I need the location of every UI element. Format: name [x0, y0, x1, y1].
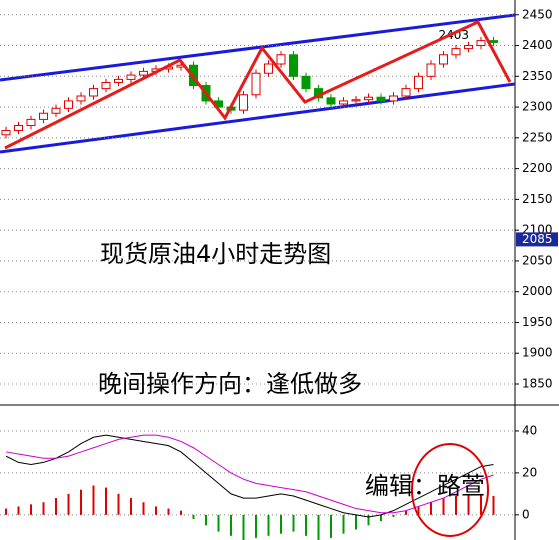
candle-body	[476, 40, 486, 47]
candle-body	[414, 75, 423, 90]
y-tick-label: 2450	[522, 7, 553, 21]
candle-body	[264, 63, 273, 74]
candle-body	[439, 54, 448, 65]
channel-lower	[0, 82, 516, 154]
candle-body	[301, 75, 311, 90]
y-tick-label: 0	[522, 507, 530, 521]
candle-body	[101, 81, 111, 90]
candle-body	[64, 100, 73, 109]
trend-arrows	[4, 20, 512, 150]
candle-body	[251, 72, 261, 96]
candle-body	[51, 107, 61, 114]
candle-body	[351, 99, 361, 102]
candle-body	[1, 129, 11, 136]
candle-body	[364, 96, 373, 101]
y-tick-label: 20	[522, 465, 537, 479]
y-tick-label: 2400	[522, 38, 553, 52]
y-tick-label: 2200	[522, 161, 553, 175]
candle-body	[326, 97, 336, 105]
annotation: 2403	[439, 28, 470, 42]
channel-upper	[0, 13, 516, 82]
highlight-circle	[411, 443, 489, 537]
candle-body	[389, 95, 398, 102]
y-tick-label: 1850	[522, 377, 553, 391]
candle-body	[126, 74, 136, 80]
candle-body	[139, 70, 148, 76]
y-tick-label: 1950	[522, 315, 553, 329]
candle-body	[339, 100, 348, 105]
candle-body	[239, 94, 248, 111]
y-tick-label: 2300	[522, 100, 553, 114]
y-tick-label: 1900	[522, 346, 553, 360]
price-label: 2085	[522, 232, 553, 246]
candle-body	[89, 88, 98, 97]
candle-body	[114, 78, 123, 83]
price-marker	[516, 232, 558, 247]
macd-line	[5, 434, 494, 514]
subtitle: 晚间操作方向：逢低做多	[98, 370, 362, 398]
y-tick-label: 2050	[522, 253, 553, 267]
candle-body	[289, 54, 298, 77]
y-tick-label: 2350	[522, 69, 553, 83]
candle-body	[276, 54, 286, 65]
author: 编辑：路萱	[365, 472, 485, 500]
candle-body	[464, 45, 473, 50]
candle-body	[26, 118, 36, 127]
y-tick-label: 2250	[522, 130, 553, 144]
candle-body	[426, 63, 436, 77]
candle-body	[489, 40, 498, 43]
candle-body	[451, 48, 461, 56]
chart-title: 现货原油4小时走势图	[100, 240, 331, 268]
candle-body	[39, 112, 48, 120]
candle-body	[376, 96, 386, 102]
candle-body	[401, 88, 411, 97]
y-tick-label: 40	[522, 423, 537, 437]
y-tick-label: 2150	[522, 192, 553, 206]
candle-body	[76, 95, 86, 102]
candle-body	[14, 125, 23, 131]
y-tick-label: 2000	[522, 284, 553, 298]
